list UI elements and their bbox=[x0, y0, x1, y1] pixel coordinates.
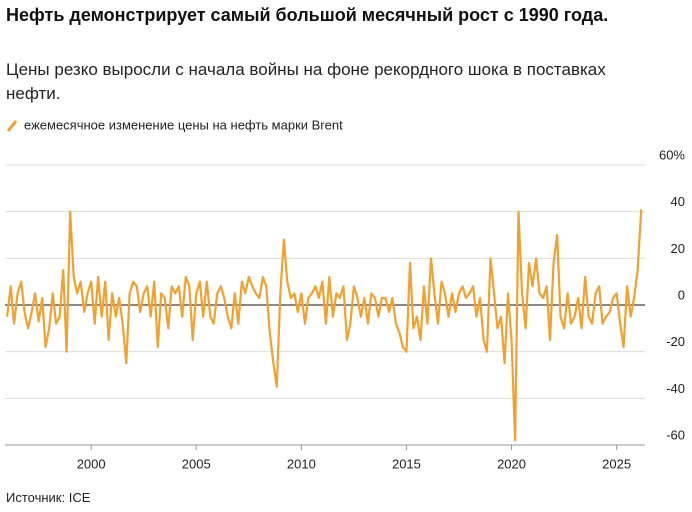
x-tick-label: 2000 bbox=[77, 456, 106, 471]
legend-label: ежемесячное изменение цены на нефть марк… bbox=[24, 117, 343, 132]
legend-swatch bbox=[6, 120, 18, 132]
y-tick-label: 20 bbox=[671, 241, 685, 256]
x-tick-label: 2010 bbox=[287, 456, 316, 471]
y-tick-label: 60% bbox=[659, 147, 685, 162]
data-line bbox=[6, 209, 643, 442]
y-tick-label: 0 bbox=[678, 287, 685, 302]
chart-subtitle: Цены резко выросли с начала войны на фон… bbox=[6, 60, 606, 103]
x-tick-label: 2020 bbox=[497, 456, 526, 471]
chart-title: Нефть демонстрирует самый большой месячн… bbox=[6, 5, 609, 25]
x-tick-label: 2005 bbox=[182, 456, 211, 471]
x-tick-label: 2015 bbox=[392, 456, 421, 471]
y-tick-label: 40 bbox=[671, 194, 685, 209]
y-tick-label: -60 bbox=[666, 427, 685, 442]
source: Источник: ICE bbox=[6, 490, 91, 505]
x-tick-label: 2025 bbox=[602, 456, 631, 471]
y-tick-label: -20 bbox=[666, 334, 685, 349]
y-tick-label: -40 bbox=[666, 381, 685, 396]
